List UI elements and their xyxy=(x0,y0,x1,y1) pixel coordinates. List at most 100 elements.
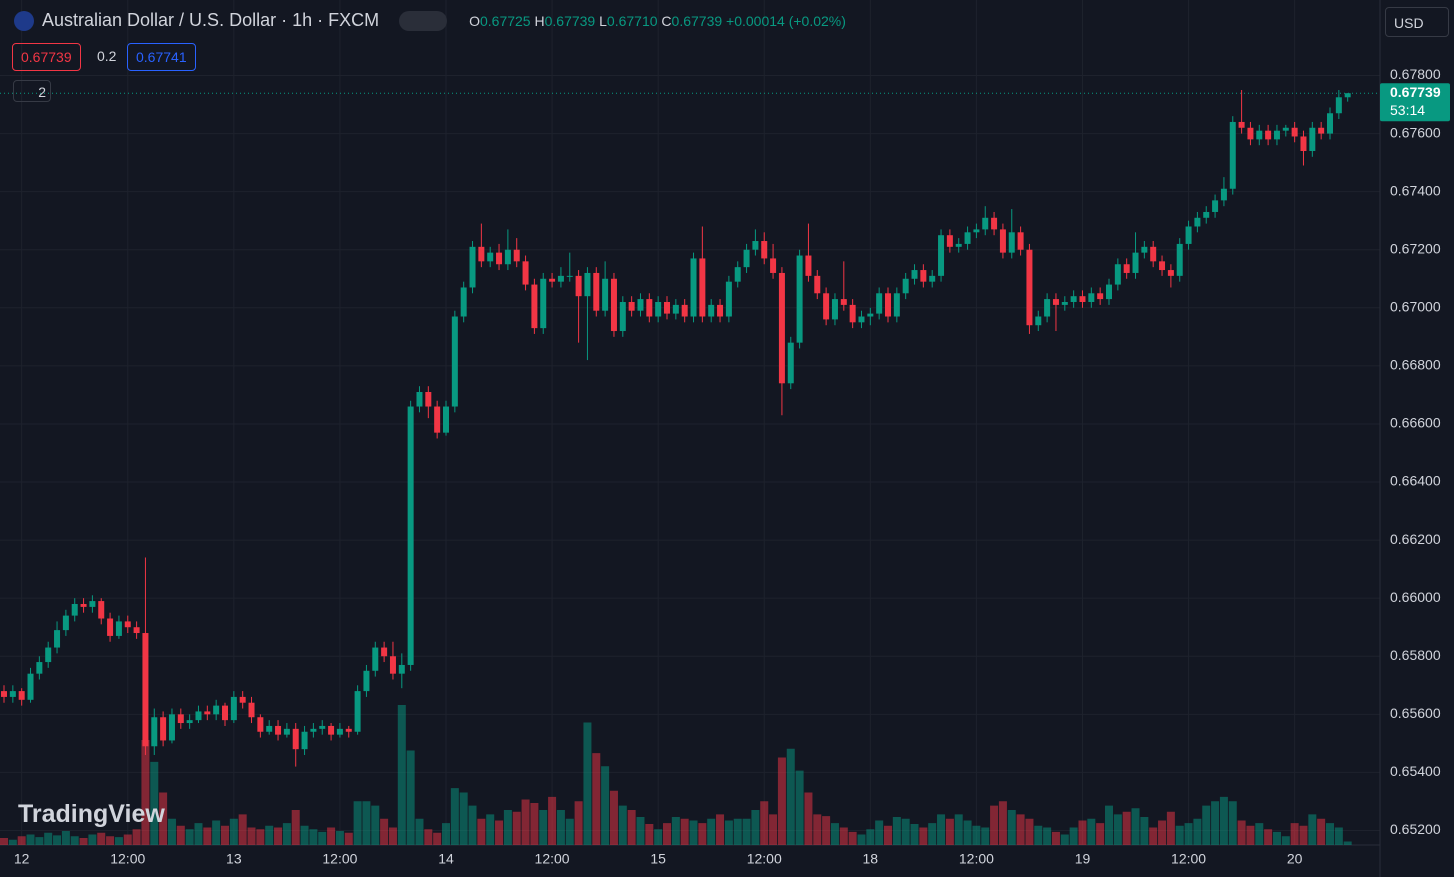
candle-body xyxy=(1265,130,1272,140)
volume-bar xyxy=(397,705,406,845)
volume-bar xyxy=(53,835,62,845)
volume-bar xyxy=(1149,827,1158,845)
volume-bar xyxy=(335,831,344,845)
candle-body xyxy=(1238,121,1245,128)
candle-body xyxy=(434,406,441,433)
y-tick-label: 0.67600 xyxy=(1390,124,1441,140)
sell-price[interactable]: 0.67739 xyxy=(12,43,81,71)
currency-button[interactable]: USD xyxy=(1385,7,1449,37)
candle-body xyxy=(443,406,449,433)
volume-bar xyxy=(1343,841,1352,845)
candle-body xyxy=(1141,246,1148,253)
candle-body xyxy=(672,304,679,314)
volume-bar xyxy=(839,827,848,845)
volume-bar xyxy=(1272,831,1281,845)
candle-body xyxy=(45,647,52,663)
volume-bar xyxy=(998,801,1007,845)
candle-body xyxy=(885,293,891,317)
volume-bar xyxy=(937,814,946,845)
candle-body xyxy=(504,249,511,265)
volume-bar xyxy=(132,829,141,845)
volume-bar xyxy=(159,792,168,845)
candle-body xyxy=(1,691,7,697)
volume-bar xyxy=(990,805,999,845)
volume-bar xyxy=(256,829,265,845)
x-tick-label: 12:00 xyxy=(747,851,782,867)
volume-bar xyxy=(1105,805,1113,845)
volume-bar xyxy=(486,814,495,845)
volume-bar xyxy=(901,818,910,845)
candle-body xyxy=(71,603,78,616)
volume-bar xyxy=(769,814,778,845)
spread: 0.2 xyxy=(97,48,117,64)
volume-bar xyxy=(1317,818,1326,845)
y-tick-label: 0.67000 xyxy=(1390,299,1441,315)
volume-bar xyxy=(291,810,300,845)
candle-body xyxy=(425,392,432,407)
candle-body xyxy=(1327,113,1333,134)
candle-body xyxy=(849,304,856,323)
volume-bar xyxy=(424,829,433,845)
candle-body xyxy=(513,249,520,262)
candle-body xyxy=(655,301,662,317)
candle-body xyxy=(1309,127,1316,151)
volume-bar xyxy=(813,814,822,845)
high-value: 0.67739 xyxy=(544,12,596,29)
candle-body xyxy=(920,270,927,282)
volume-bar xyxy=(760,801,769,845)
volume-bar xyxy=(574,801,583,845)
candle-body xyxy=(823,293,830,320)
x-tick-label: 12:00 xyxy=(110,851,145,867)
candle-body xyxy=(858,316,865,323)
candle-body xyxy=(98,601,105,619)
candle-body xyxy=(451,316,458,407)
volume-bar xyxy=(954,814,963,845)
candle-body xyxy=(805,255,812,276)
volume-bar xyxy=(123,834,132,845)
volume-bar xyxy=(1025,818,1034,845)
volume-bar xyxy=(928,823,937,845)
volume-bar xyxy=(203,827,212,845)
candle-body xyxy=(522,261,529,285)
volume-bar xyxy=(645,824,654,845)
candle-body xyxy=(619,301,626,332)
x-tick-label: 14 xyxy=(438,851,454,867)
symbol-title[interactable]: Australian Dollar / U.S. Dollar · 1h · F… xyxy=(42,10,380,30)
candle-body xyxy=(761,241,768,259)
indicators-toggle[interactable]: 2 xyxy=(13,80,51,102)
candle-body xyxy=(1229,121,1236,189)
candle-body xyxy=(575,275,582,297)
x-tick-label: 12:00 xyxy=(1171,851,1206,867)
volume-bar xyxy=(857,834,866,845)
volume-bar xyxy=(1175,825,1184,845)
candle-body xyxy=(664,301,670,314)
volume-bar xyxy=(663,823,671,845)
volume-bar xyxy=(61,831,70,845)
y-tick-label: 0.65200 xyxy=(1390,821,1441,837)
volume-bar xyxy=(477,818,486,845)
candle-body xyxy=(1176,243,1183,276)
volume-bar xyxy=(751,810,760,845)
status-badge[interactable] xyxy=(399,10,448,31)
volume-bar xyxy=(185,829,194,845)
volume-bar xyxy=(415,818,424,845)
candle-body xyxy=(1273,130,1280,140)
h-label: H xyxy=(534,12,545,29)
volume-bar xyxy=(97,832,106,845)
candle-body xyxy=(124,621,131,628)
candle-body xyxy=(681,304,688,317)
candle-body xyxy=(690,258,697,317)
candle-body xyxy=(319,725,326,729)
buy-price[interactable]: 0.67741 xyxy=(127,43,196,71)
volume-bar xyxy=(503,810,512,845)
volume-bar xyxy=(1202,805,1211,845)
candle-body xyxy=(292,728,299,750)
y-tick-label: 0.67800 xyxy=(1390,66,1441,82)
volume-bar xyxy=(530,803,539,845)
candle-body xyxy=(230,696,237,721)
last-price-box xyxy=(1380,83,1450,122)
candle-body xyxy=(982,217,989,230)
y-tick-label: 0.66400 xyxy=(1390,473,1441,489)
volume-bar xyxy=(848,831,857,845)
